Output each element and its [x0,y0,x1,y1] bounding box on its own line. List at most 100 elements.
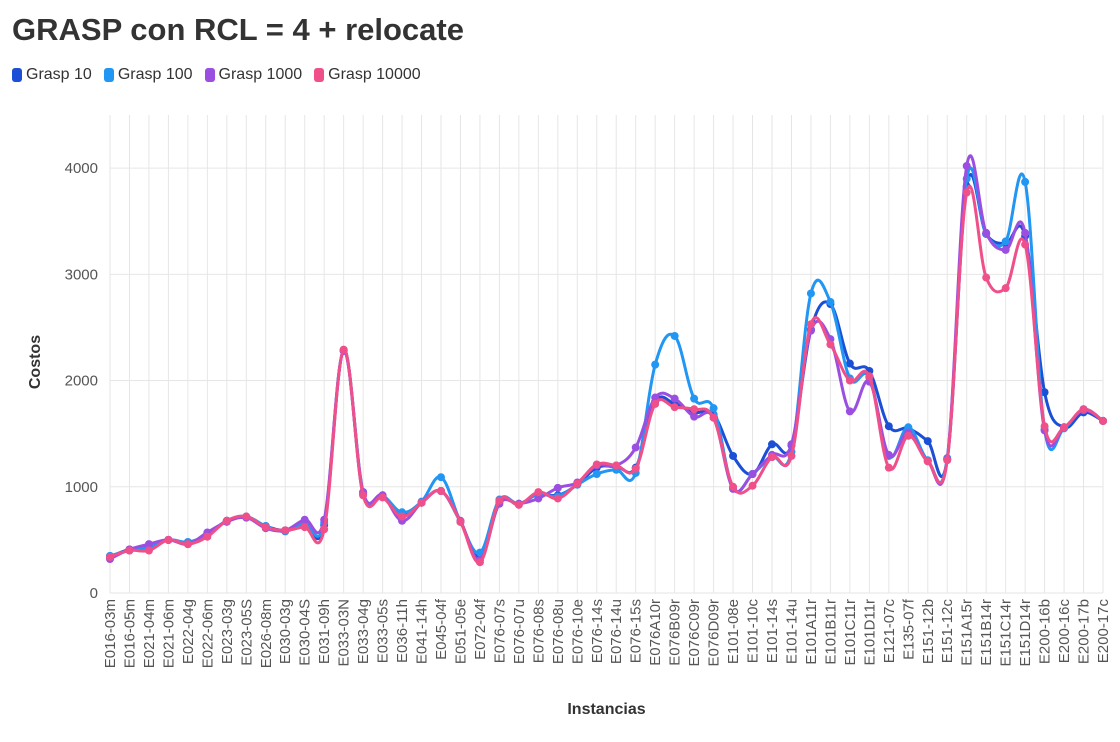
x-tick-label: E076B09r [667,599,684,666]
data-point [670,403,679,412]
data-point [690,405,699,414]
data-point [183,540,192,549]
data-point [651,399,660,408]
data-point [768,453,776,462]
legend-item[interactable]: Grasp 1000 [204,66,302,84]
x-tick-label: E200-17b [1076,599,1093,664]
legend-swatch [103,68,114,82]
y-tick-label: 0 [90,585,98,602]
x-tick-label: E076-08s [530,599,547,663]
data-point [592,460,601,469]
x-tick-label: E033-03N [336,599,353,667]
data-point [670,331,679,340]
y-tick-label: 3000 [65,266,98,283]
data-point [962,188,971,197]
series-line [109,184,1104,564]
series-grasp-10 [106,173,1107,561]
legend-item[interactable]: Grasp 100 [103,66,193,84]
data-point [242,512,251,521]
data-point [709,413,718,422]
x-tick-label: E076C09r [686,599,703,667]
x-tick-label: E200-16c [1056,599,1073,664]
x-tick-label: E021-06m [160,599,177,668]
data-point [534,488,543,497]
data-point [709,404,718,413]
data-point [923,437,932,446]
data-point [982,273,991,282]
legend-label: Grasp 100 [117,66,193,83]
x-tick-label: E030-03g [277,599,294,664]
data-point [923,457,932,466]
data-point [631,443,640,452]
data-point [125,546,134,555]
x-tick-label: E030-04S [297,599,314,666]
data-point [300,523,309,532]
x-tick-label: E045-04f [433,598,450,660]
x-tick-label: E076-14s [589,599,606,663]
data-point [651,360,660,369]
data-point [690,412,699,421]
data-point [203,532,212,541]
x-tick-label: E072-04f [472,598,489,660]
legend-label: Grasp 10 [26,66,92,83]
x-tick-label: E151-12c [939,599,956,664]
data-point [475,548,484,557]
x-tick-label: E016-03m [102,599,119,668]
data-point [164,535,173,544]
x-tick-label: E051-05e [452,599,469,664]
x-tick-label: E101D11r [861,599,878,665]
data-point [612,461,621,470]
data-point [1060,423,1069,432]
data-point [1040,422,1049,431]
y-tick-label: 2000 [65,373,98,390]
data-point [826,297,835,306]
x-tick-label: E036-11h [394,599,411,663]
legend-item[interactable]: Grasp 10 [12,66,92,84]
data-point [378,493,387,502]
data-point [845,376,854,385]
data-point [222,516,231,525]
data-point [437,473,445,482]
data-point [495,496,504,505]
legend: Grasp 10 Grasp 100 Grasp 1000 Grasp 10000 [12,66,421,84]
data-point [904,431,913,440]
data-point [300,515,309,524]
data-point [1099,416,1107,425]
x-tick-label: E076-07u [511,599,528,664]
y-tick-label: 4000 [65,160,98,177]
data-point [573,479,582,488]
data-point [729,451,738,460]
data-point [943,456,952,465]
x-tick-label: E033-04g [355,599,372,664]
x-tick-label: E101-10c [745,599,762,664]
x-tick-label: E022-06m [199,599,216,668]
x-tick-label: E022-04g [180,599,197,664]
data-point [144,546,153,555]
x-tick-label: E151C14r [998,599,1015,667]
data-point [1021,228,1030,237]
data-point [456,517,465,526]
data-point [417,498,426,507]
legend-label: Grasp 10000 [328,66,421,83]
data-point [768,440,776,449]
legend-item[interactable]: Grasp 10000 [314,66,421,84]
x-tick-label: E016-05m [121,599,138,668]
x-tick-label: E076-14u [608,599,625,664]
y-axis-title: Costos [27,335,44,389]
data-point [534,494,543,503]
data-point [553,494,562,503]
x-tick-label: E076D09r [706,599,723,667]
data-point [748,470,757,479]
x-tick-label: E151A15r [959,599,976,666]
data-point [1001,284,1010,293]
x-tick-label: E101A11r [803,599,820,665]
x-tick-label: E151B14r [978,599,995,666]
x-tick-label: E200-16b [1037,599,1054,664]
x-tick-label: E076-07s [491,599,508,663]
x-tick-label: E121-07c [881,599,898,664]
x-tick-label: E076-15s [628,599,645,663]
data-point [359,491,368,500]
x-tick-label: E101-14u [783,599,800,664]
data-point [826,340,835,349]
